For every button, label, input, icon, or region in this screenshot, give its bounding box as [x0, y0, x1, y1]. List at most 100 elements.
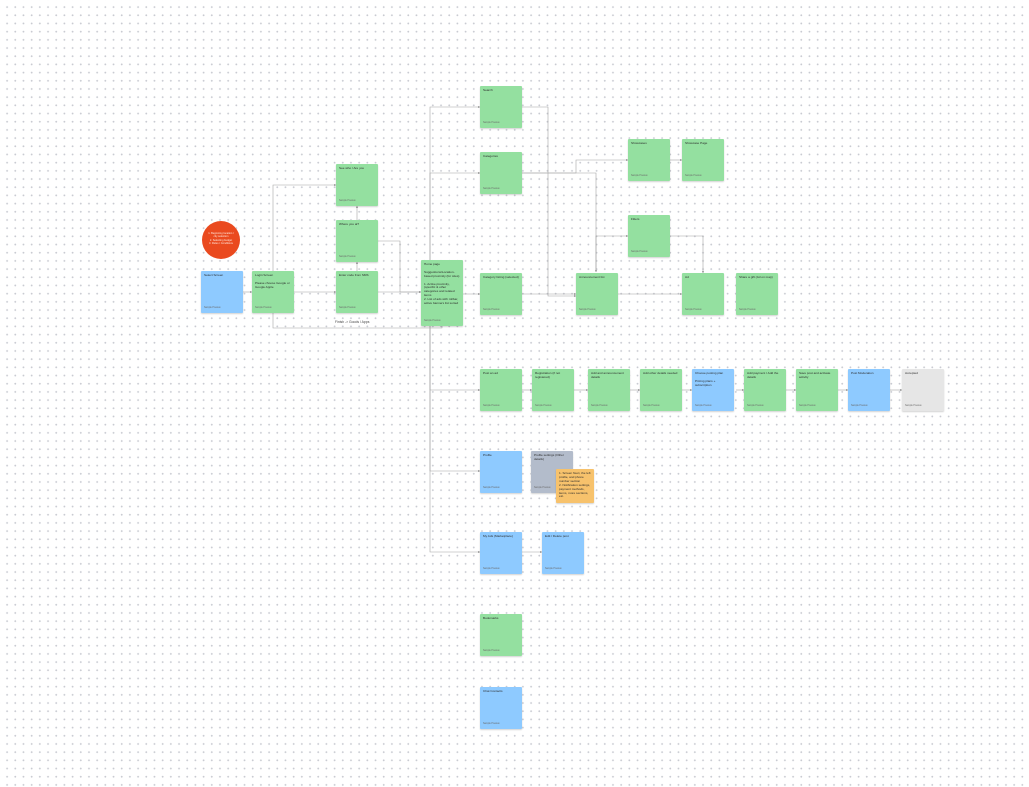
note-title: Post Moderation: [851, 371, 874, 375]
note-footer: Sample Preview: [747, 405, 764, 407]
note-title: Registration (if not registered): [535, 371, 561, 379]
note-title: Categories: [483, 154, 498, 158]
note-title: Home page Suggestions/Location-based pro…: [424, 262, 460, 306]
note-footer: Sample Preview: [339, 256, 356, 258]
edge-home-myads: [429, 323, 481, 554]
note-footer: Sample Preview: [483, 568, 500, 570]
note-title: Add other details needed: [643, 371, 678, 375]
note-footer: Sample Preview: [643, 405, 660, 407]
note-title: Search: [483, 88, 493, 92]
note-title: Post an ad: [483, 371, 498, 375]
note-see-who-are-you[interactable]: See who / Are you Sample Preview: [336, 164, 378, 206]
note-footer: Sample Preview: [483, 309, 500, 311]
note-footer: Sample Preview: [483, 487, 500, 489]
rules-circle-note[interactable]: 1. Beginning location / city selection 2…: [202, 221, 240, 259]
note-other-details[interactable]: Add other details needed Sample Preview: [640, 369, 682, 411]
note-title: Choose posting plan Pricing plans + subs…: [695, 371, 724, 387]
note-title: Add and announcement details: [591, 371, 624, 379]
note-search[interactable]: Search Sample Preview: [480, 86, 522, 128]
note-edit-delete-post[interactable]: Edit / Delete post Sample Preview: [542, 532, 584, 574]
note-footer: Sample Preview: [631, 251, 648, 253]
note-footer: Sample Preview: [424, 320, 441, 322]
note-title: Add payment / Add the details: [747, 371, 779, 379]
edge-login-seewho: [272, 183, 337, 271]
note-footer: Sample Preview: [483, 650, 500, 652]
note-login-screen[interactable]: Login Screen Please choose Google or Goo…: [252, 271, 294, 313]
note-title: Showcase Page: [685, 141, 708, 145]
note-title: Login Screen Please choose Google or Goo…: [255, 273, 290, 289]
edge-search-announcement: [522, 106, 577, 298]
edge-label-finish: Finish -> Goods / Apps: [335, 320, 370, 324]
note-footer: Sample Preview: [483, 122, 500, 124]
note-announcement-list[interactable]: Announcement list Sample Preview: [576, 273, 618, 315]
note-title: Bookmarks: [483, 616, 499, 620]
note-title: Category listing (selected): [483, 275, 519, 279]
note-title: Accepted: [905, 371, 918, 375]
note-chat-contacts[interactable]: Chat Contacts Sample Preview: [480, 687, 522, 729]
note-footer: Sample Preview: [685, 175, 702, 177]
note-footer: Sample Preview: [255, 307, 272, 309]
note-title: Select Screen: [204, 273, 224, 277]
note-ad[interactable]: Ad Sample Preview: [682, 273, 724, 315]
rules-circle-text: 1. Beginning location / city selection 2…: [208, 232, 234, 245]
edge-home-profile: [429, 323, 481, 473]
note-footer: Sample Preview: [339, 307, 356, 309]
note-footer: Sample Preview: [591, 405, 608, 407]
note-title: Profile: [483, 453, 492, 457]
note-profile-settings-comment[interactable]: 1. Screen Next, the left profile, and ph…: [556, 469, 594, 503]
note-footer: Sample Preview: [534, 487, 551, 489]
note-announcement-details[interactable]: Add and announcement details Sample Prev…: [588, 369, 630, 411]
note-profile[interactable]: Profile Sample Preview: [480, 451, 522, 493]
note-footer: Sample Preview: [739, 309, 756, 311]
note-choose-posting-plan[interactable]: Choose posting plan Pricing plans + subs…: [692, 369, 734, 411]
note-footer: Sample Preview: [483, 405, 500, 407]
note-where-you-at[interactable]: Where you at? Sample Preview: [336, 220, 378, 262]
note-showcases[interactable]: Showcases Sample Preview: [628, 139, 670, 181]
note-footer: Sample Preview: [535, 405, 552, 407]
note-footer: Sample Preview: [545, 568, 562, 570]
note-title: Enter code from SMS: [339, 273, 369, 277]
note-my-ads[interactable]: My Ads (Marketplace) Sample Preview: [480, 532, 522, 574]
edge-announcement-filters: [595, 234, 629, 272]
note-footer: Sample Preview: [799, 405, 816, 407]
note-title: 1. Screen Next, the left profile, and ph…: [559, 471, 591, 499]
note-footer: Sample Preview: [483, 723, 500, 725]
note-title: Save post and activate activity: [799, 371, 831, 379]
note-post-an-ad[interactable]: Post an ad Sample Preview: [480, 369, 522, 411]
edge-filters-ad: [670, 235, 705, 274]
note-footer: Sample Preview: [695, 405, 712, 407]
note-title: Filters: [631, 217, 640, 221]
note-post-moderation[interactable]: Post Moderation Sample Preview: [848, 369, 890, 411]
note-title: Chat Contacts: [483, 689, 503, 693]
note-save-post[interactable]: Save post and activate activity Sample P…: [796, 369, 838, 411]
note-title: Profile settings (Other details): [534, 453, 564, 461]
note-title: Where you at?: [339, 222, 360, 226]
note-enter-code-from-sms[interactable]: Enter code from SMS Sample Preview: [336, 271, 378, 313]
note-filters[interactable]: Filters Sample Preview: [628, 215, 670, 257]
edge-categories-announcement: [522, 172, 598, 273]
note-category-listing[interactable]: Category listing (selected) Sample Previ…: [480, 273, 522, 315]
note-home-page[interactable]: Home page Suggestions/Location-based pro…: [421, 260, 463, 326]
note-footer: Sample Preview: [483, 188, 500, 190]
note-footer: Sample Preview: [905, 405, 922, 407]
note-footer: Sample Preview: [851, 405, 868, 407]
note-title: My Ads (Marketplace): [483, 534, 513, 538]
note-footer: Sample Preview: [204, 307, 221, 309]
note-footer: Sample Preview: [631, 175, 648, 177]
note-select-screen[interactable]: Select Screen Sample Preview: [201, 271, 243, 313]
note-showcase-page[interactable]: Showcase Page Sample Preview: [682, 139, 724, 181]
note-footer: Sample Preview: [685, 309, 702, 311]
note-title: Announcement list: [579, 275, 605, 279]
note-footer: Sample Preview: [579, 309, 596, 311]
note-title: Share a gift (Ad on map): [739, 275, 773, 279]
edge-whereyou-home: [378, 240, 422, 294]
note-registration[interactable]: Registration (if not registered) Sample …: [532, 369, 574, 411]
note-accepted[interactable]: Accepted Sample Preview: [902, 369, 944, 411]
edge-categories-showcases: [522, 158, 629, 174]
note-bookmarks[interactable]: Bookmarks Sample Preview: [480, 614, 522, 656]
note-title: Edit / Delete post: [545, 534, 569, 538]
note-share-a-gift[interactable]: Share a gift (Ad on map) Sample Preview: [736, 273, 778, 315]
note-categories[interactable]: Categories Sample Preview: [480, 152, 522, 194]
note-payment-details[interactable]: Add payment / Add the details Sample Pre…: [744, 369, 786, 411]
